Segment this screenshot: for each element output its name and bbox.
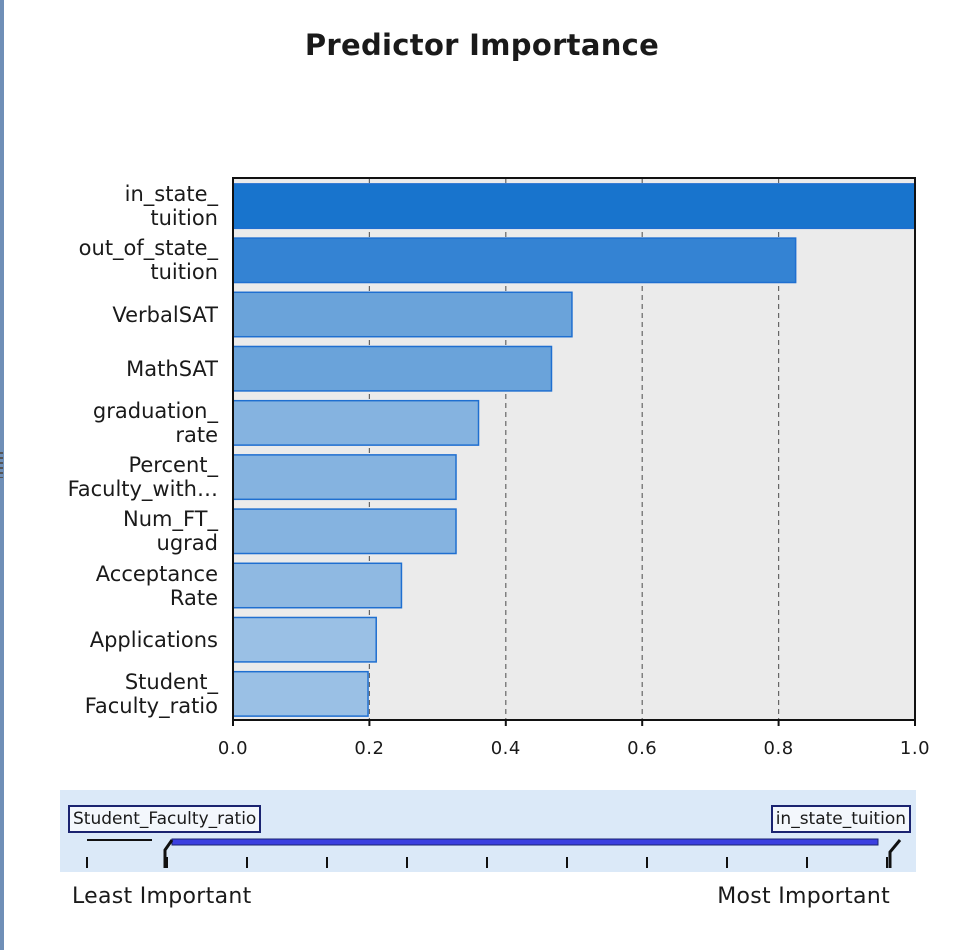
category-label: in_state_ tuition [124,182,218,231]
category-label: VerbalSAT [112,302,218,327]
slider-min-label[interactable]: Student_Faculty_ratio [68,805,262,833]
category-label: Percent_ Faculty_with… [67,453,218,502]
resize-grip[interactable] [0,452,3,478]
category-label: MathSAT [126,356,218,381]
x-tick-label: 0.0 [217,738,249,759]
slider-max-label[interactable]: in_state_tuition [770,805,911,833]
chart-title: Predictor Importance [304,28,660,62]
most-important-label: Most Important [717,884,890,909]
x-tick-label: 0.6 [627,738,658,759]
category-label: Num_FT_ ugrad [122,507,218,556]
category-label: graduation_ rate [92,398,218,447]
x-tick-label: 1.0 [899,738,931,759]
category-label: Applications [89,627,218,652]
x-tick-label: 0.2 [354,738,385,759]
category-label: Acceptance Rate [95,561,218,610]
category-label: Student_ Faculty_ratio [84,669,218,718]
x-tick-label: 0.4 [490,738,521,759]
slider-max-handle[interactable] [888,839,902,868]
slider-min-handle[interactable] [163,839,174,868]
category-label: out_of_state_ tuition [78,236,218,285]
x-tick-label: 0.8 [763,738,794,759]
slider-range [171,838,879,846]
least-important-label: Least Important [72,884,252,909]
